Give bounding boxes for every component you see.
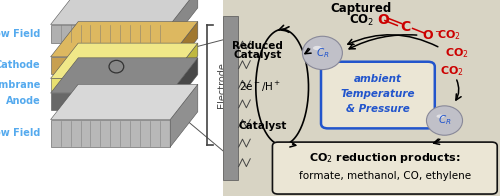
Text: Membrane: Membrane xyxy=(0,80,40,90)
Polygon shape xyxy=(170,43,198,91)
Text: O$^-$: O$^-$ xyxy=(422,29,442,42)
Text: Cathode: Cathode xyxy=(0,60,40,70)
Text: Captured: Captured xyxy=(330,2,392,15)
Text: & Pressure: & Pressure xyxy=(346,104,410,114)
Polygon shape xyxy=(50,84,198,120)
Text: $C_R$: $C_R$ xyxy=(316,46,329,60)
Text: Reduced: Reduced xyxy=(232,41,282,51)
Text: CO$_2$: CO$_2$ xyxy=(348,13,374,28)
Polygon shape xyxy=(50,93,170,110)
Text: Catalyst: Catalyst xyxy=(238,121,287,132)
Text: O: O xyxy=(378,13,390,27)
Polygon shape xyxy=(170,0,198,43)
Text: C: C xyxy=(400,20,411,34)
Text: Flow Field: Flow Field xyxy=(0,29,40,39)
Ellipse shape xyxy=(426,106,462,135)
Polygon shape xyxy=(50,58,198,93)
Polygon shape xyxy=(50,43,198,78)
Polygon shape xyxy=(170,22,198,74)
Bar xyxy=(222,16,238,180)
Text: Catalyst: Catalyst xyxy=(233,50,281,60)
Polygon shape xyxy=(170,84,198,147)
Text: CO$_2$: CO$_2$ xyxy=(440,65,464,78)
Text: Flow Field: Flow Field xyxy=(0,128,40,138)
Text: CO$_2$: CO$_2$ xyxy=(445,46,469,60)
Text: Electrode: Electrode xyxy=(217,62,227,108)
Text: formate, methanol, CO, ethylene: formate, methanol, CO, ethylene xyxy=(299,171,471,181)
Text: CO$_2$: CO$_2$ xyxy=(436,28,460,42)
Polygon shape xyxy=(50,120,170,147)
Polygon shape xyxy=(50,24,170,43)
Text: Anode: Anode xyxy=(6,96,40,106)
FancyBboxPatch shape xyxy=(212,0,500,196)
Ellipse shape xyxy=(302,36,343,70)
Text: ambient: ambient xyxy=(354,74,402,84)
Polygon shape xyxy=(50,0,198,24)
Ellipse shape xyxy=(313,46,322,50)
Polygon shape xyxy=(170,58,198,110)
Polygon shape xyxy=(50,22,198,57)
Text: CO$_2$ reduction products:: CO$_2$ reduction products: xyxy=(309,151,460,165)
Text: $C_R$: $C_R$ xyxy=(438,114,452,127)
Ellipse shape xyxy=(436,114,444,118)
Text: Temperature: Temperature xyxy=(340,89,415,99)
FancyBboxPatch shape xyxy=(321,62,435,128)
FancyBboxPatch shape xyxy=(272,142,497,194)
Polygon shape xyxy=(50,57,170,74)
Polygon shape xyxy=(50,78,170,91)
Text: 2e$^-$/H$^+$: 2e$^-$/H$^+$ xyxy=(239,80,281,94)
